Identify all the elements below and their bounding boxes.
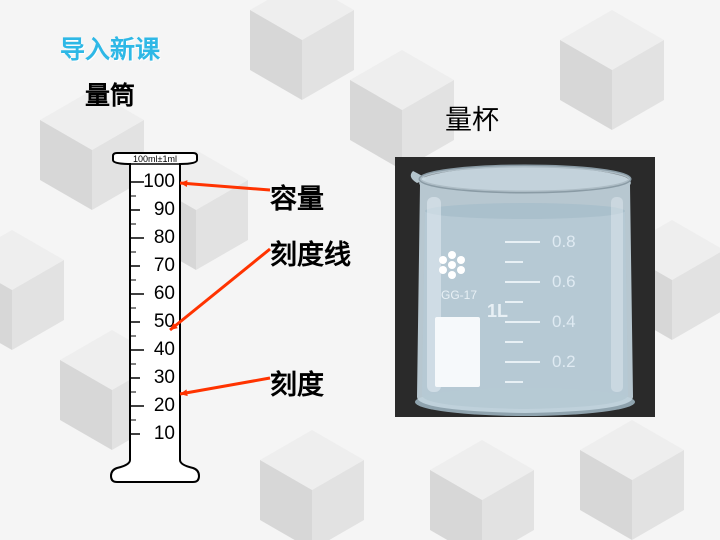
beaker-scale-0.6: 0.6 — [552, 272, 576, 292]
annotation-label-0: 容量 — [270, 177, 324, 216]
cylinder-scale-100: 100 — [135, 171, 175, 193]
cylinder-scale-80: 80 — [135, 227, 175, 249]
annotation-label-2: 刻度 — [270, 363, 324, 402]
cylinder-scale-40: 40 — [135, 339, 175, 361]
cylinder-spec: 100ml±1ml — [133, 154, 177, 164]
beaker-photo: GG-17 1L 0.8 0.6 0.4 0.2 — [395, 157, 655, 417]
cylinder-scale-70: 70 — [135, 255, 175, 277]
beaker-scale-0.2: 0.2 — [552, 352, 576, 372]
beaker-scale-0.8: 0.8 — [552, 232, 576, 252]
cylinder-scale-10: 10 — [135, 423, 175, 445]
cylinder-scale-50: 50 — [135, 311, 175, 333]
cylinder-scale-60: 60 — [135, 283, 175, 305]
beaker-code-label: GG-17 — [441, 288, 477, 302]
cylinder-scale-30: 30 — [135, 367, 175, 389]
cylinder-scale-20: 20 — [135, 395, 175, 417]
beaker-volume-label: 1L — [487, 301, 508, 321]
beaker-title: 量杯 — [445, 98, 499, 137]
cylinder-title: 量筒 — [85, 76, 135, 112]
slide-header: 导入新课 — [60, 30, 160, 66]
annotation-label-1: 刻度线 — [270, 233, 351, 272]
cylinder-scale-90: 90 — [135, 199, 175, 221]
beaker-scale-0.4: 0.4 — [552, 312, 576, 332]
